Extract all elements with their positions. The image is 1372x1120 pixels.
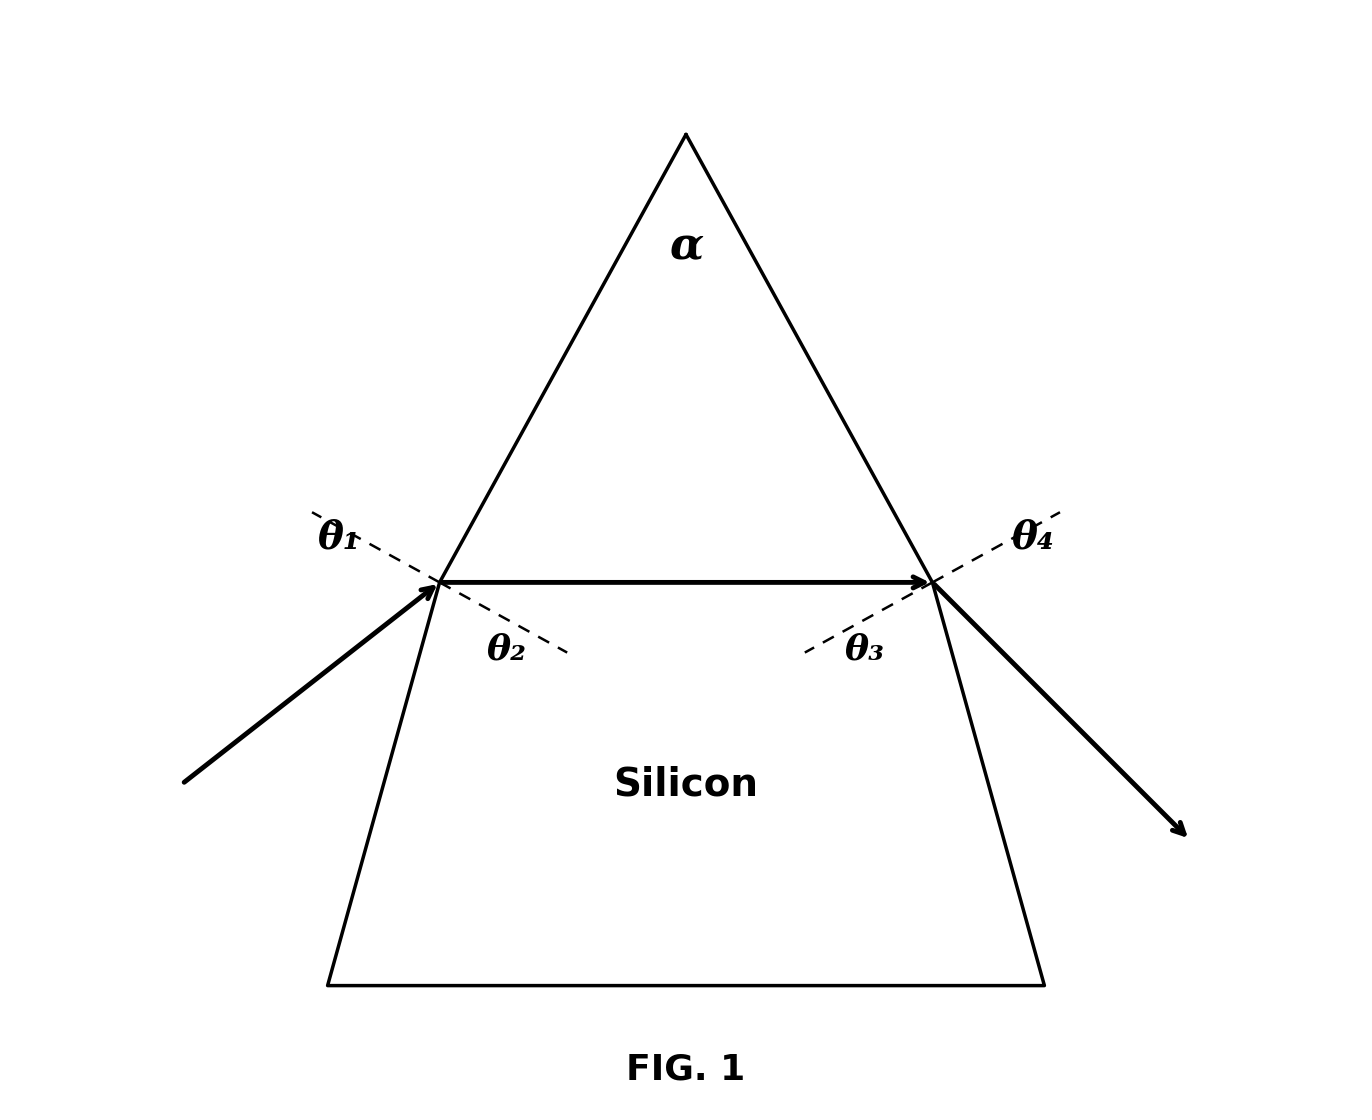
Text: θ₂: θ₂ (487, 633, 527, 666)
Text: Silicon: Silicon (613, 765, 759, 803)
Text: FIG. 1: FIG. 1 (627, 1053, 745, 1086)
Text: θ₃: θ₃ (845, 633, 885, 666)
Text: α: α (670, 225, 702, 268)
Text: θ₄: θ₄ (1011, 519, 1055, 557)
Text: θ₁: θ₁ (317, 519, 361, 557)
